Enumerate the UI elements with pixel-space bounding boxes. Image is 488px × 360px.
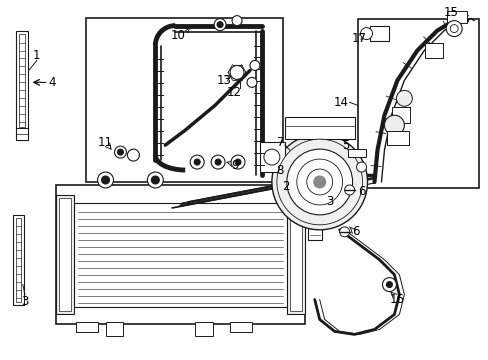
Circle shape xyxy=(306,169,332,195)
Circle shape xyxy=(229,66,244,80)
Bar xyxy=(56,185,304,324)
Text: 12: 12 xyxy=(226,86,241,99)
Text: 7: 7 xyxy=(277,136,284,149)
Bar xyxy=(229,323,251,332)
Circle shape xyxy=(449,24,457,32)
Circle shape xyxy=(217,22,223,28)
Bar xyxy=(59,198,71,311)
Bar xyxy=(289,198,301,311)
Bar xyxy=(74,203,286,306)
Bar xyxy=(76,323,98,332)
Circle shape xyxy=(339,227,349,237)
Circle shape xyxy=(286,149,352,215)
Circle shape xyxy=(214,19,225,31)
Text: 15: 15 xyxy=(443,6,458,19)
Bar xyxy=(447,11,466,23)
Text: 3: 3 xyxy=(325,195,333,208)
Circle shape xyxy=(296,159,342,205)
Bar xyxy=(392,107,409,123)
Text: 13: 13 xyxy=(216,74,231,87)
Circle shape xyxy=(356,162,366,172)
Circle shape xyxy=(396,90,411,106)
Circle shape xyxy=(194,159,200,165)
Text: 8: 8 xyxy=(276,163,283,176)
Bar xyxy=(85,18,282,182)
Circle shape xyxy=(215,159,221,165)
Circle shape xyxy=(232,15,242,26)
Circle shape xyxy=(264,149,279,165)
Circle shape xyxy=(360,28,372,40)
Circle shape xyxy=(211,155,224,169)
Circle shape xyxy=(246,77,256,87)
Circle shape xyxy=(386,282,392,288)
Bar xyxy=(347,149,365,157)
Bar xyxy=(16,31,28,130)
Circle shape xyxy=(446,21,461,37)
Circle shape xyxy=(102,176,109,184)
Text: 17: 17 xyxy=(351,32,366,45)
Bar xyxy=(357,19,478,188)
Circle shape xyxy=(114,146,126,158)
Circle shape xyxy=(190,155,203,169)
Circle shape xyxy=(235,159,241,165)
Text: 4: 4 xyxy=(48,76,55,89)
Circle shape xyxy=(344,185,354,195)
Text: 14: 14 xyxy=(333,96,348,109)
Bar xyxy=(369,26,388,41)
Circle shape xyxy=(384,115,404,135)
Circle shape xyxy=(271,134,367,230)
Bar xyxy=(260,142,285,172)
Text: 16: 16 xyxy=(389,293,404,306)
Circle shape xyxy=(249,60,260,71)
Text: 9: 9 xyxy=(231,158,238,172)
Bar xyxy=(286,195,304,315)
Text: 10: 10 xyxy=(170,29,185,42)
Bar xyxy=(105,323,123,336)
Text: 2: 2 xyxy=(282,180,289,193)
Bar xyxy=(425,42,442,58)
Circle shape xyxy=(98,172,113,188)
Circle shape xyxy=(117,149,123,155)
Text: 3: 3 xyxy=(21,295,28,308)
Bar xyxy=(285,117,354,139)
Bar xyxy=(386,131,408,145)
Circle shape xyxy=(313,176,325,188)
Bar xyxy=(56,195,74,315)
Circle shape xyxy=(276,139,362,225)
Text: 6: 6 xyxy=(351,225,359,238)
Text: 11: 11 xyxy=(98,136,113,149)
Bar xyxy=(16,128,28,140)
Text: 1: 1 xyxy=(33,49,41,62)
Text: 6: 6 xyxy=(357,185,365,198)
Circle shape xyxy=(151,176,159,184)
Circle shape xyxy=(382,278,396,292)
Text: 5: 5 xyxy=(341,139,348,152)
Bar xyxy=(16,218,21,302)
Bar xyxy=(307,165,321,240)
Bar xyxy=(195,323,213,336)
Bar xyxy=(13,215,24,305)
Circle shape xyxy=(230,155,244,169)
Circle shape xyxy=(127,149,139,161)
Circle shape xyxy=(147,172,163,188)
Bar xyxy=(19,33,25,127)
